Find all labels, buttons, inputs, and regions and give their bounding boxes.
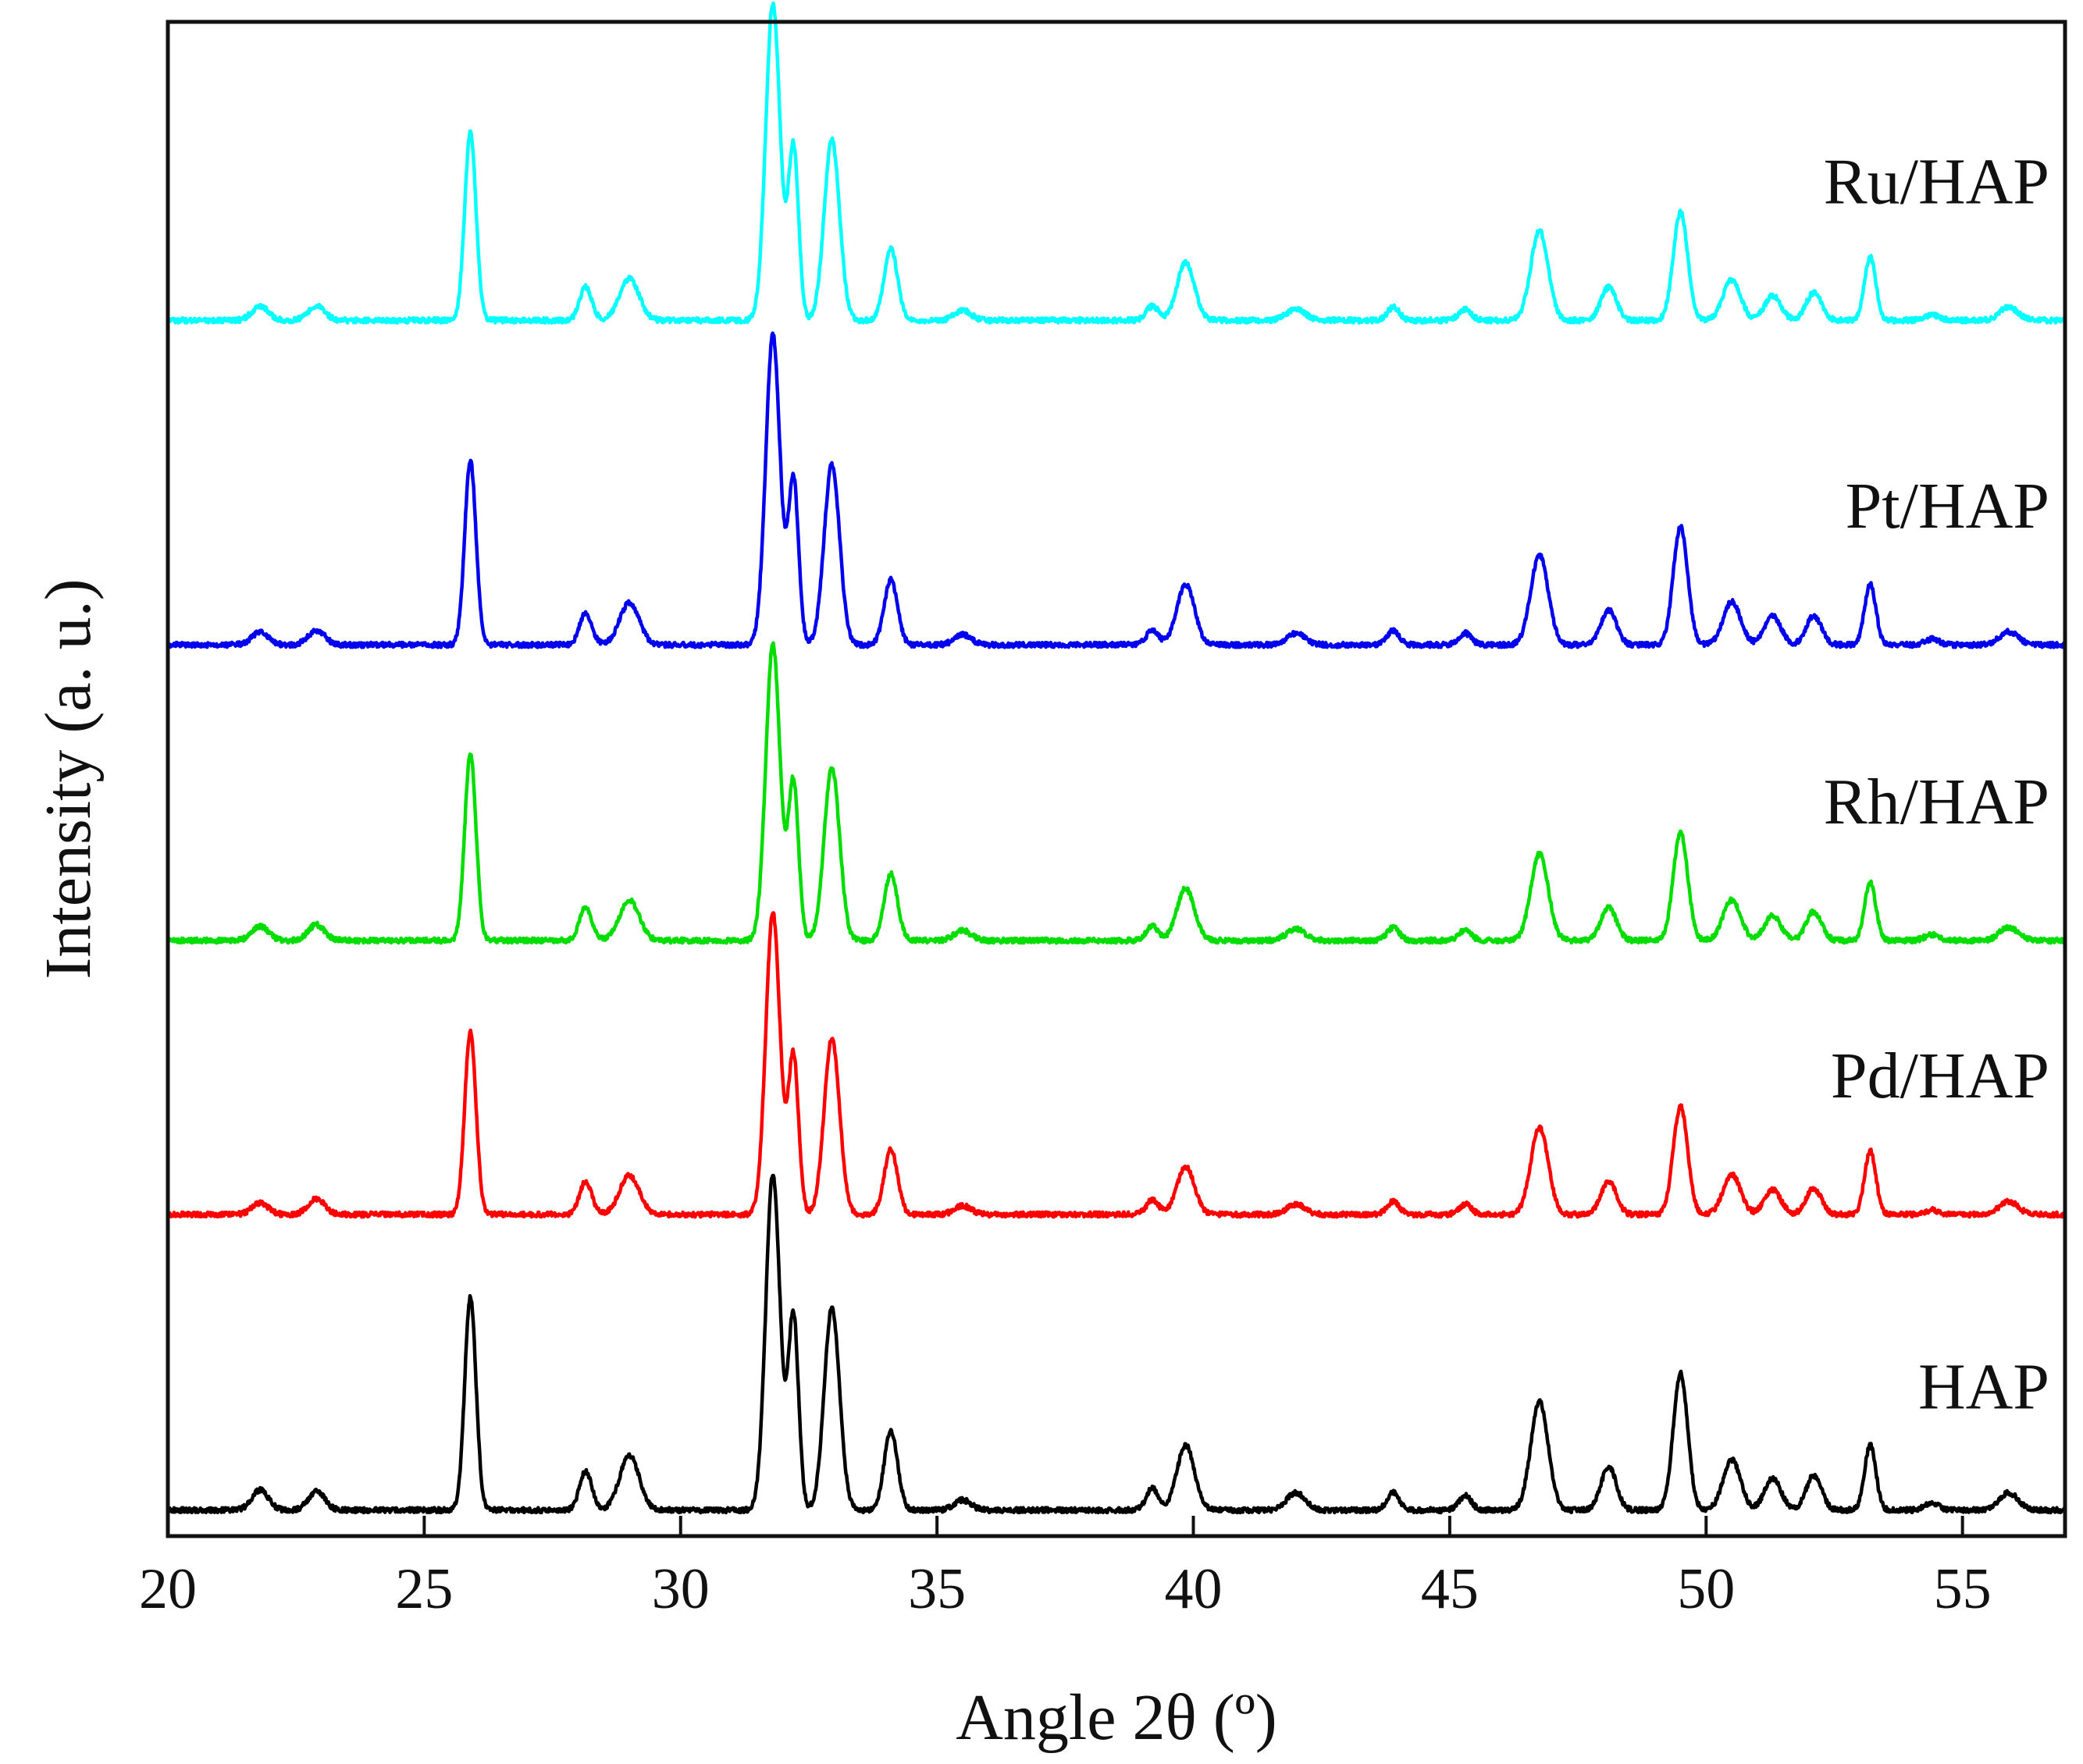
series-line-hap bbox=[166, 1173, 2067, 1515]
series-label-pt-hap: Pt/HAP bbox=[1846, 470, 2049, 542]
x-tick-label-50: 50 bbox=[1677, 1557, 1735, 1621]
x-tick-label-20: 20 bbox=[139, 1557, 197, 1621]
x-axis-title: Angle 2θ (º) bbox=[956, 1681, 1277, 1754]
x-tick-label-35: 35 bbox=[908, 1557, 966, 1621]
series-line-pd-hap bbox=[166, 911, 2067, 1219]
plot-frame bbox=[166, 20, 2067, 1538]
series-label-pd-hap: Pd/HAP bbox=[1831, 1040, 2049, 1112]
y-axis-title: Intensity (a. u.) bbox=[32, 578, 105, 979]
series-label-rh-hap: Rh/HAP bbox=[1824, 766, 2049, 838]
series-line-rh-hap bbox=[166, 641, 2067, 945]
x-tick-label-25: 25 bbox=[395, 1557, 453, 1621]
series-layer bbox=[166, 1, 2067, 1515]
series-line-ru-hap bbox=[166, 1, 2067, 325]
x-tick-label-45: 45 bbox=[1421, 1557, 1479, 1621]
x-axis-ticks: 20 25 30 35 40 45 50 55 bbox=[139, 1516, 1992, 1621]
series-labels: HAP Pd/HAP Rh/HAP Pt/HAP Ru/HAP bbox=[1824, 145, 2049, 1423]
x-tick-label-40: 40 bbox=[1165, 1557, 1223, 1621]
x-tick-label-55: 55 bbox=[1934, 1557, 1992, 1621]
series-label-hap: HAP bbox=[1918, 1351, 2049, 1424]
series-label-ru-hap: Ru/HAP bbox=[1824, 145, 2049, 218]
series-line-pt-hap bbox=[166, 331, 2067, 649]
x-tick-label-30: 30 bbox=[652, 1557, 710, 1621]
